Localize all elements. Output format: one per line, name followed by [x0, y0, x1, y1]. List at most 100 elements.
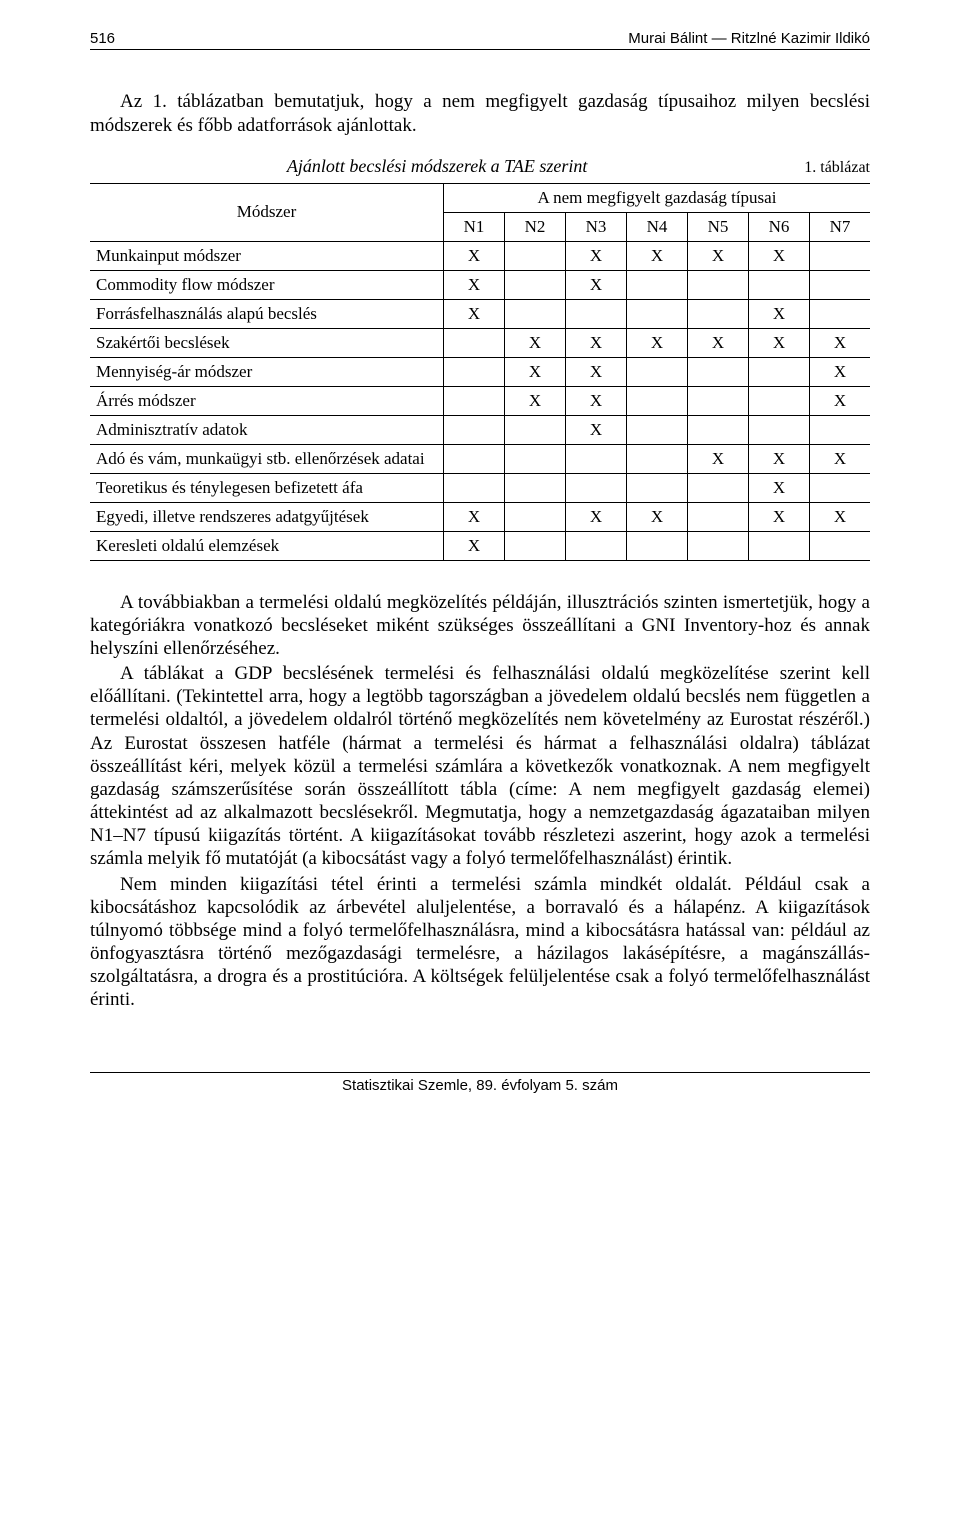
cell-mark: X: [566, 502, 627, 531]
row-label: Forrásfelhasználás alapú becslés: [90, 299, 444, 328]
cell-mark: X: [505, 328, 566, 357]
column-header: N6: [749, 212, 810, 241]
cell-mark: X: [627, 241, 688, 270]
cell-mark: [627, 386, 688, 415]
cell-mark: X: [688, 444, 749, 473]
cell-mark: [444, 444, 505, 473]
page: 516 Murai Bálint — Ritzlné Kazimir Ildik…: [0, 0, 960, 1134]
row-label: Keresleti oldalú elemzések: [90, 531, 444, 560]
intro-paragraph: Az 1. táblázatban bemutatjuk, hogy a nem…: [90, 90, 870, 138]
body-paragraph: A továbbiakban a termelési oldalú megköz…: [90, 591, 870, 661]
table-row: Keresleti oldalú elemzésekX: [90, 531, 870, 560]
row-label: Szakértői becslések: [90, 328, 444, 357]
body-text: A továbbiakban a termelési oldalú megköz…: [90, 591, 870, 1012]
cell-mark: [749, 357, 810, 386]
footer: Statisztikai Szemle, 89. évfolyam 5. szá…: [90, 1072, 870, 1094]
table-row: Munkainput módszerXXXXX: [90, 241, 870, 270]
cell-mark: [810, 299, 871, 328]
cell-mark: X: [749, 502, 810, 531]
cell-mark: [627, 473, 688, 502]
cell-mark: X: [505, 386, 566, 415]
cell-mark: [810, 415, 871, 444]
cell-mark: [627, 415, 688, 444]
cell-mark: [444, 328, 505, 357]
row-label: Egyedi, illetve rendszeres adatgyűjtések: [90, 502, 444, 531]
cell-mark: X: [627, 328, 688, 357]
cell-mark: X: [749, 328, 810, 357]
cell-mark: [444, 415, 505, 444]
cell-mark: [688, 531, 749, 560]
cell-mark: [688, 299, 749, 328]
cell-mark: X: [810, 444, 871, 473]
cell-mark: X: [444, 531, 505, 560]
cell-mark: [688, 270, 749, 299]
header-authors: Murai Bálint — Ritzlné Kazimir Ildikó: [628, 30, 870, 47]
cell-mark: [627, 531, 688, 560]
cell-mark: [749, 415, 810, 444]
cell-mark: X: [749, 299, 810, 328]
row-label: Teoretikus és ténylegesen befizetett áfa: [90, 473, 444, 502]
running-header: 516 Murai Bálint — Ritzlné Kazimir Ildik…: [90, 30, 870, 50]
cell-mark: [688, 415, 749, 444]
row-label: Adminisztratív adatok: [90, 415, 444, 444]
column-header: N3: [566, 212, 627, 241]
cell-mark: X: [566, 357, 627, 386]
table-row: Teoretikus és ténylegesen befizetett áfa…: [90, 473, 870, 502]
table-caption-row: Ajánlott becslési módszerek a TAE szerin…: [90, 156, 870, 177]
cell-mark: X: [749, 241, 810, 270]
table-number: 1. táblázat: [804, 159, 870, 177]
cell-mark: [810, 531, 871, 560]
cell-mark: [688, 386, 749, 415]
row-label: Árrés módszer: [90, 386, 444, 415]
cell-mark: [627, 299, 688, 328]
row-label: Adó és vám, munkaügyi stb. ellenőrzések …: [90, 444, 444, 473]
table-row: Adminisztratív adatok X: [90, 415, 870, 444]
cell-mark: [810, 270, 871, 299]
cell-mark: [627, 444, 688, 473]
cell-mark: X: [810, 386, 871, 415]
cell-mark: X: [749, 444, 810, 473]
table-row: Adó és vám, munkaügyi stb. ellenőrzések …: [90, 444, 870, 473]
cell-mark: X: [810, 502, 871, 531]
table-row: Szakértői becslésekXXXXXX: [90, 328, 870, 357]
group-header: A nem megfigyelt gazdaság típusai: [444, 183, 871, 212]
cell-mark: [444, 357, 505, 386]
table-row: Forrásfelhasználás alapú becslésXX: [90, 299, 870, 328]
cell-mark: X: [810, 357, 871, 386]
cell-mark: X: [566, 241, 627, 270]
cell-mark: X: [444, 299, 505, 328]
cell-mark: X: [566, 415, 627, 444]
cell-mark: [444, 386, 505, 415]
cell-mark: [749, 386, 810, 415]
cell-mark: [688, 357, 749, 386]
cell-mark: [566, 473, 627, 502]
cell-mark: X: [444, 270, 505, 299]
cell-mark: [749, 270, 810, 299]
cell-mark: X: [444, 502, 505, 531]
row-label: Mennyiség-ár módszer: [90, 357, 444, 386]
cell-mark: [566, 531, 627, 560]
cell-mark: [505, 270, 566, 299]
cell-mark: [810, 241, 871, 270]
cell-mark: X: [810, 328, 871, 357]
table-row: Egyedi, illetve rendszeres adatgyűjtések…: [90, 502, 870, 531]
cell-mark: [505, 531, 566, 560]
body-paragraph: Nem minden kiigazítási tétel érinti a te…: [90, 873, 870, 1012]
body-paragraph: A táblákat a GDP becslésének termelési é…: [90, 662, 870, 871]
cell-mark: X: [749, 473, 810, 502]
cell-mark: [505, 444, 566, 473]
cell-mark: [505, 241, 566, 270]
row-header: Módszer: [90, 183, 444, 241]
cell-mark: [505, 415, 566, 444]
column-header: N4: [627, 212, 688, 241]
table-title: Ajánlott becslési módszerek a TAE szerin…: [90, 156, 784, 177]
cell-mark: [505, 299, 566, 328]
table-row: Mennyiség-ár módszerXXX: [90, 357, 870, 386]
table-row: Árrés módszerXXX: [90, 386, 870, 415]
methods-table: Módszer A nem megfigyelt gazdaság típusa…: [90, 183, 870, 561]
cell-mark: [444, 473, 505, 502]
page-number: 516: [90, 30, 115, 47]
cell-mark: X: [627, 502, 688, 531]
column-header: N2: [505, 212, 566, 241]
cell-mark: [810, 473, 871, 502]
